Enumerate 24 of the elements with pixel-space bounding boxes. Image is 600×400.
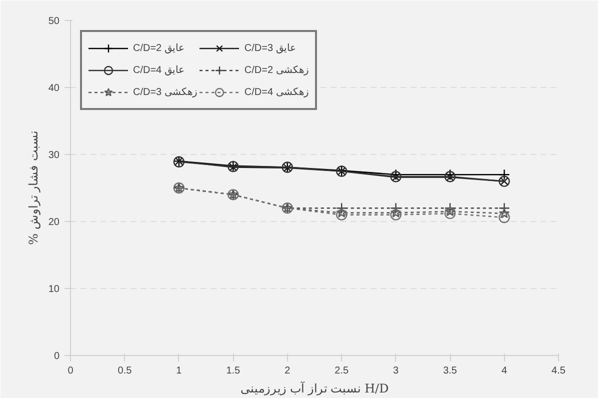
y-tick-label: 10 <box>48 284 60 295</box>
legend-label: C/D=4 عایق <box>133 64 184 76</box>
y-axis-title: % نسبت فشار تراوش <box>26 131 40 245</box>
x-tick-label: 3 <box>393 366 400 376</box>
x-axis-title: نسبت تراز آب زیرزمینی H/D <box>240 380 389 396</box>
x-tick-label: 0 <box>68 366 74 376</box>
x-tick-label: 2.5 <box>334 366 349 376</box>
x-tick-label: 1.5 <box>226 366 241 376</box>
y-tick-label: 20 <box>48 217 60 228</box>
y-tick-label: 0 <box>54 351 60 362</box>
x-tick-label: 1 <box>176 366 182 376</box>
y-tick-label: 40 <box>48 83 60 94</box>
x-tick-label: 4.5 <box>552 366 566 376</box>
legend-label: C/D=3 زهکشی <box>133 86 198 98</box>
legend-label: C/D=2 عایق <box>133 42 184 54</box>
legend-label: C/D=3 عایق <box>244 42 296 54</box>
x-tick-label: 2 <box>284 366 291 376</box>
x-tick-label: 4 <box>501 366 508 376</box>
y-tick-label: 30 <box>48 150 60 161</box>
x-tick-label: 0.5 <box>118 366 132 376</box>
legend-label: C/D=2 زهکشی <box>244 64 309 76</box>
y-tick-label: 50 <box>48 16 60 27</box>
x-tick-label: 3.5 <box>443 366 458 376</box>
legend-label: C/D=4 زهکشی <box>244 86 309 98</box>
